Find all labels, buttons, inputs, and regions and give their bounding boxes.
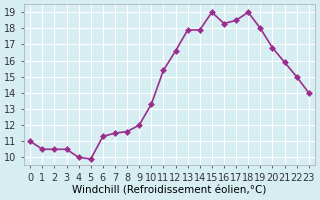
X-axis label: Windchill (Refroidissement éolien,°C): Windchill (Refroidissement éolien,°C): [72, 186, 267, 196]
